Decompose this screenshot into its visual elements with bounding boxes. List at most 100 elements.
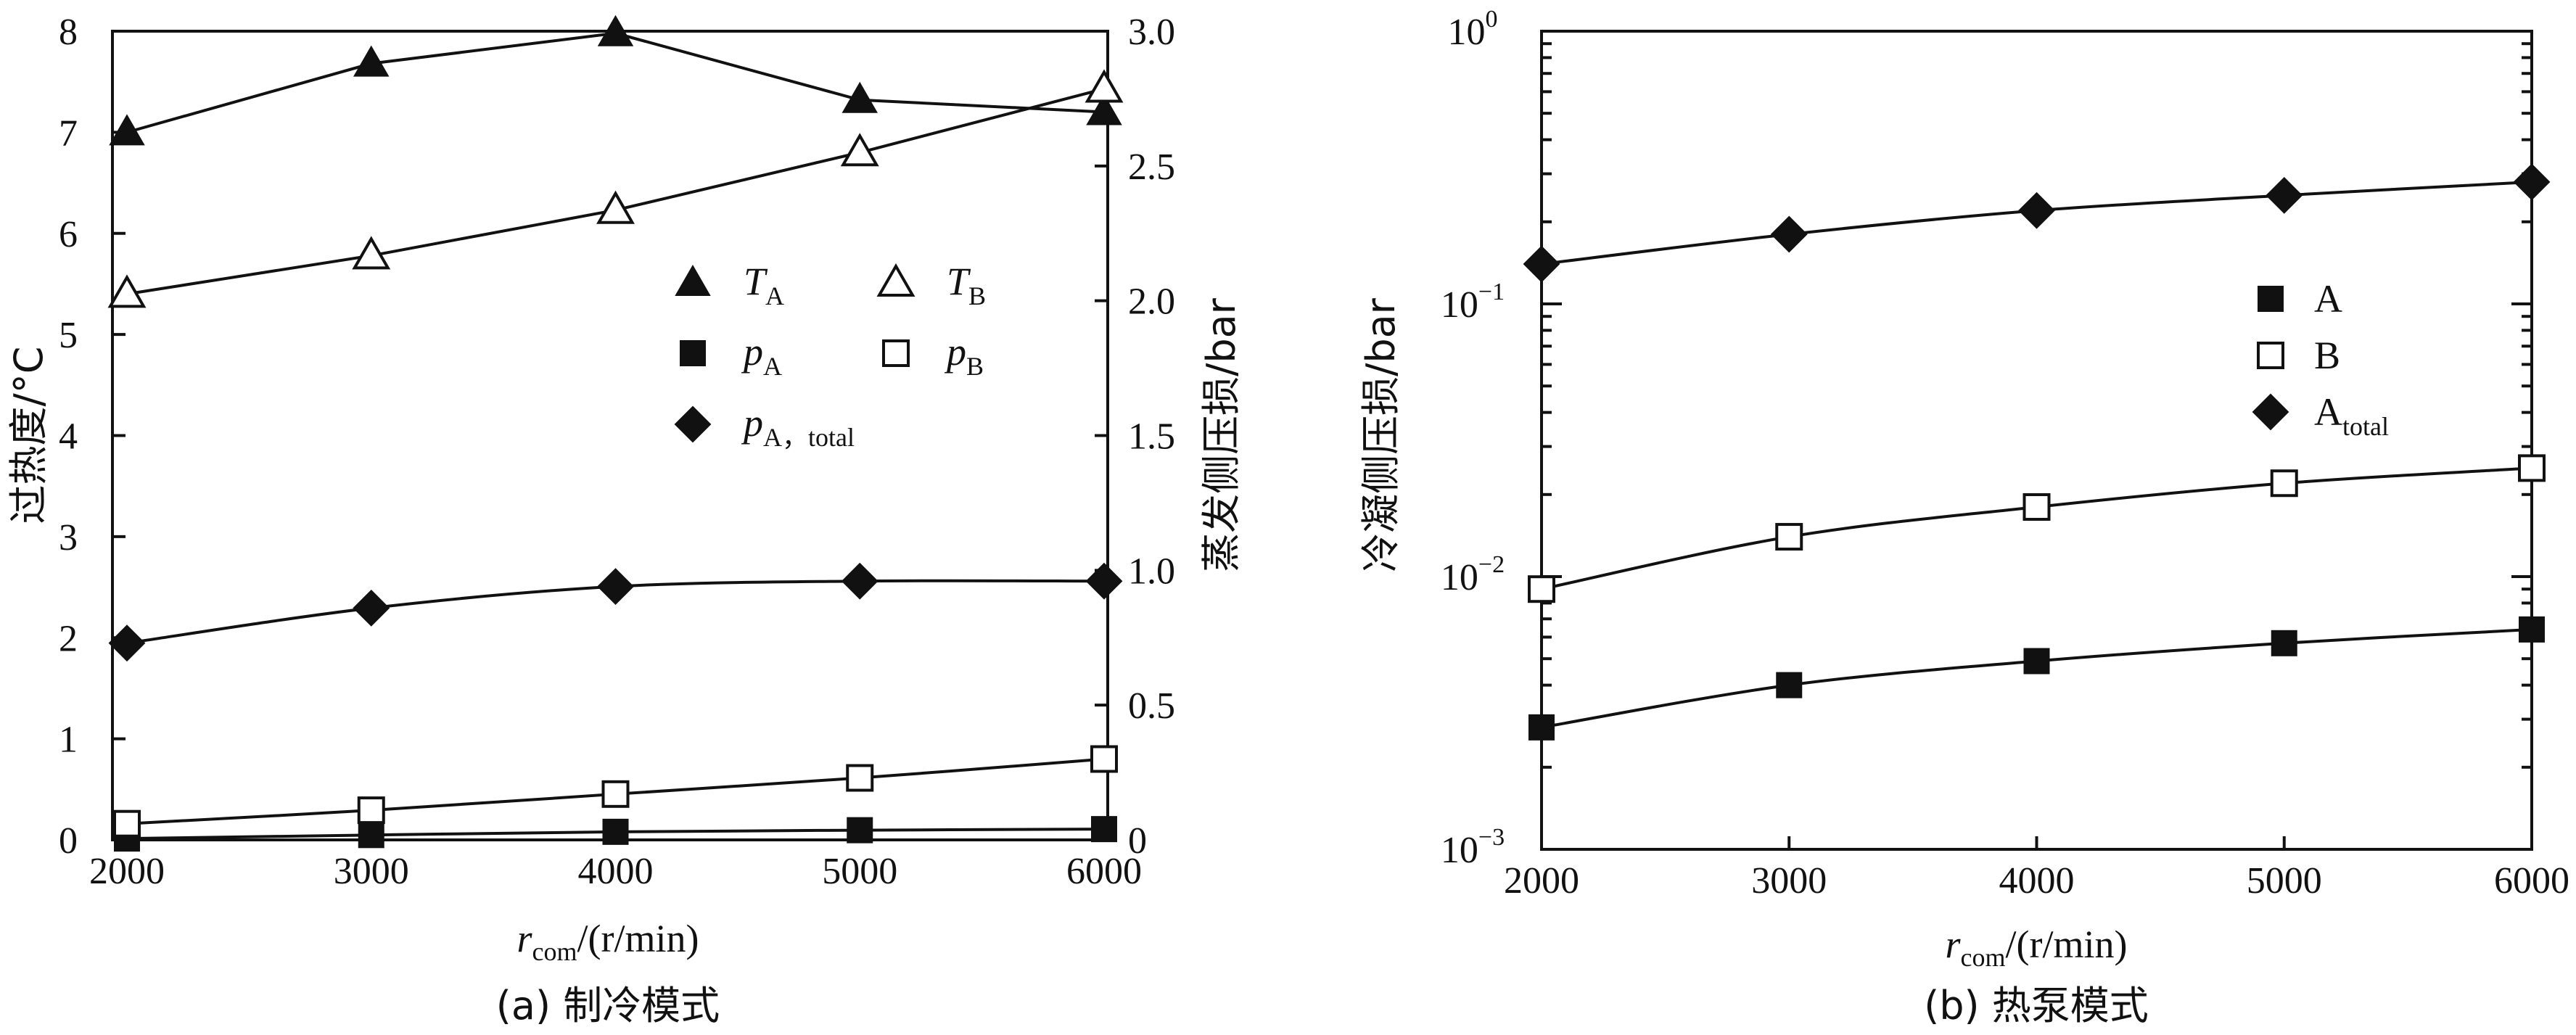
panel-a-legend-marker-T_A (675, 264, 711, 296)
panel-a-legend: TA TB pA pB pA，total (674, 260, 986, 452)
panel-b-x-tick-label: 2000 (1504, 860, 1579, 902)
panel-b-x-tick-label: 6000 (2494, 860, 2569, 902)
panel-a-point-T_B (596, 190, 635, 224)
panel-a-y-tick-label: 7 (59, 112, 78, 154)
panel-a-legend-marker-p_A,total (674, 405, 712, 443)
panel-a-plot-frame (111, 30, 1109, 841)
panel-a-y2-axis-label: 蒸发侧压损/bar (1198, 297, 1244, 572)
panel-a-y-tick-label: 4 (59, 416, 78, 458)
panel-a-legend-label-p_A,total: pA，total (741, 401, 855, 452)
panel-a-point-T_A (109, 114, 145, 146)
panel-b-legend-marker-B (2257, 342, 2284, 369)
panel-b-legend-label-A: A (2314, 277, 2342, 321)
panel-a-point-T_B (352, 236, 391, 270)
panel-b-series-A_total (1523, 163, 2551, 283)
panel-a-line-T_A (126, 31, 1105, 134)
panel-a-y-tick-label: 5 (59, 315, 78, 356)
panel-a-point-T_A (1086, 94, 1122, 125)
panel-a-point-p_B (601, 780, 630, 808)
panel-b-x-tick-label: 5000 (2247, 860, 2322, 902)
panel-a-point-p_B (1090, 745, 1118, 773)
panel-b-y-tick-label: 10−1 (1441, 279, 1505, 326)
panel-a-y2-tick-label: 2.5 (1128, 147, 1175, 188)
panel-a-x-tick-label: 5000 (822, 851, 897, 892)
panel-b-point-B (2518, 454, 2546, 482)
panel-a-point-p_B (357, 796, 385, 825)
panel-a-x-axis-label: rcom/(r/min) (517, 917, 699, 966)
panel-b-point-B (1528, 575, 1555, 603)
panel-a-legend-label-T_A: TA (744, 260, 784, 310)
panel-a-y-tick-label: 1 (59, 719, 78, 761)
panel-a-series-p_A,total (108, 562, 1123, 662)
panel-a-point-T_A (353, 45, 390, 77)
panel-b-y-axis-label: 冷凝侧压损/bar (1358, 297, 1404, 572)
panel-a-x-tick-label: 3000 (334, 851, 409, 892)
panel-a-series-p_B (113, 745, 1118, 838)
panel-a-y-tick-label: 3 (59, 517, 78, 558)
panel-a-point-p_A,total (597, 568, 634, 606)
panel-b-y-tick-label: 10−3 (1441, 824, 1505, 871)
panel-a-y-axis-label: 过热度/°C (6, 347, 52, 524)
panel-b-point-B (1775, 523, 1803, 551)
panel-a-y2-tick-label: 2.0 (1128, 281, 1175, 323)
panel-b-series-B (1528, 454, 2546, 603)
panel-a-point-p_A,total (841, 562, 878, 600)
panel-a-legend-marker-p_A (680, 340, 706, 366)
panel-a-point-p_B (113, 809, 141, 838)
panel-b-legend-label-A_total: Atotal (2314, 390, 2389, 441)
panel-a-point-p_A (358, 822, 384, 849)
panel-b-series-A (1528, 616, 2545, 741)
panel-a-point-T_A (841, 81, 878, 113)
panel-b-point-B (2022, 493, 2051, 521)
panel-a-y-tick-label: 2 (59, 618, 78, 659)
panel-a-series-p_A (114, 816, 1117, 852)
panel-b-chart: 2000 3000 4000 5000 6000 100 10−1 10−2 10−3 AB At… (1358, 6, 2569, 1028)
panel-b-legend-label-B: B (2314, 334, 2340, 377)
panel-b-caption: (b) 热泵模式 (1924, 983, 2149, 1028)
panel-a-legend-marker-p_B (882, 339, 910, 367)
panel-a-point-p_B (846, 764, 874, 792)
panel-b-point-A (1776, 672, 1803, 698)
panel-a-y2-tick-label: 1.0 (1128, 551, 1175, 592)
panel-b-x-tick-label: 3000 (1751, 860, 1827, 902)
panel-b-point-B (2270, 469, 2298, 498)
panel-a-y2-tick-label: 0.5 (1128, 685, 1175, 727)
panel-a-x-tick-label: 6000 (1066, 851, 1142, 892)
panel-a-point-T_B (1085, 69, 1124, 103)
panel-b-legend: AB Atotal (2252, 277, 2389, 441)
panel-a-y-tick-label: 8 (59, 12, 78, 53)
panel-b-point-A (2271, 630, 2297, 656)
panel-a-point-p_A (1091, 816, 1117, 843)
panel-b-x-tick-label: 4000 (1999, 860, 2075, 902)
panel-a-y2-tick-label: 3.0 (1128, 12, 1175, 53)
panel-b-point-A (1528, 714, 1555, 741)
panel-a-point-p_A,total (1085, 562, 1123, 600)
panel-b-y-tick-label: 10−2 (1441, 551, 1505, 598)
panel-b-point-A_total (2513, 163, 2551, 201)
panel-a-series-T_B (107, 69, 1124, 308)
panel-a-point-p_A,total (108, 624, 146, 662)
panel-b-point-A_total (2018, 191, 2055, 229)
panel-b-x-axis-label: rcom/(r/min) (1946, 923, 2128, 972)
panel-a-y2-tick-label: 0 (1128, 820, 1147, 862)
panel-a-legend-marker-T_B (876, 263, 915, 297)
panel-b-point-A_total (1770, 215, 1808, 253)
panel-b-point-A_total (1523, 245, 1560, 283)
panel-a-point-T_B (107, 274, 147, 308)
panel-a-series-T_A (109, 15, 1122, 146)
panel-a-point-T_B (840, 133, 879, 167)
panel-a-point-p_A (602, 818, 629, 845)
panel-a-x-tick-label: 2000 (89, 851, 165, 892)
panel-b-point-A_total (2266, 176, 2303, 214)
panel-b-line-A (1541, 627, 2532, 729)
panel-a-legend-label-p_A: pA (741, 330, 782, 381)
panel-b-point-A (2023, 648, 2050, 675)
panel-a-point-T_A (597, 15, 634, 46)
panel-b-point-A (2519, 616, 2545, 643)
panel-a-x-tick-label: 4000 (578, 851, 654, 892)
panel-b-line-B (1541, 466, 2532, 591)
panel-a-legend-label-T_B: TB (947, 260, 986, 310)
panel-a-legend-label-p_B: pB (944, 330, 984, 381)
panel-a-point-p_A (847, 817, 873, 844)
